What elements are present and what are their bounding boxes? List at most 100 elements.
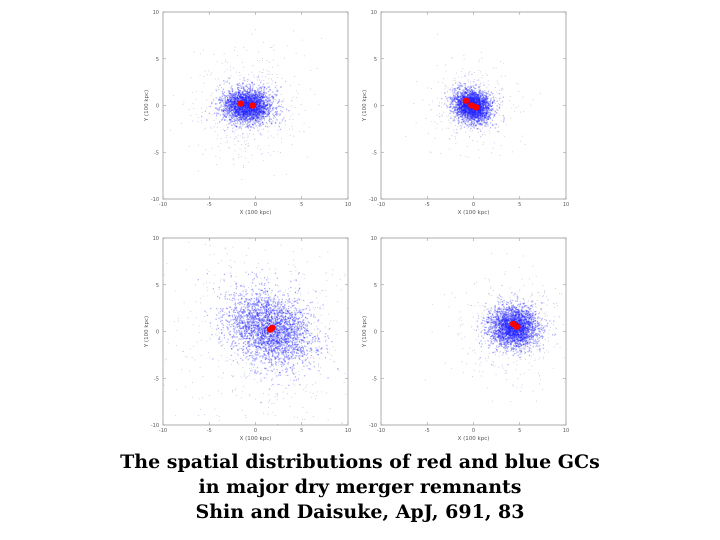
field-point	[484, 90, 486, 91]
blue-gc-point	[257, 106, 259, 108]
blue-gc-point	[260, 111, 262, 114]
field-point	[290, 84, 291, 86]
field-point	[279, 101, 281, 102]
blue-gc-point	[482, 120, 484, 122]
blue-gc-point	[477, 100, 479, 102]
blue-gc-point	[263, 96, 265, 99]
field-point	[489, 132, 491, 134]
blue-gc-point	[257, 110, 259, 113]
blue-gc-point	[236, 116, 238, 118]
blue-gc-point	[269, 121, 271, 123]
blue-gc-point	[475, 113, 477, 115]
blue-gc-point	[241, 98, 243, 100]
blue-gc-point	[244, 97, 247, 99]
blue-gc-point	[267, 102, 269, 105]
blue-gc-point	[253, 101, 255, 103]
field-point	[238, 140, 240, 142]
blue-gc-point	[245, 110, 247, 112]
field-point	[497, 82, 498, 84]
blue-gc-point	[263, 117, 265, 120]
blue-gc-point	[228, 100, 230, 103]
blue-gc-point	[463, 106, 466, 108]
blue-gc-point	[487, 106, 489, 109]
blue-gc-point	[237, 112, 239, 115]
blue-gc-point	[245, 101, 247, 103]
field-point	[261, 134, 263, 136]
blue-gc-point	[474, 119, 476, 122]
field-point	[295, 52, 297, 54]
blue-gc-point	[239, 96, 241, 98]
blue-gc-point	[240, 106, 243, 108]
blue-gc-point	[464, 108, 466, 110]
field-point	[450, 111, 452, 112]
field-point	[290, 115, 292, 117]
blue-gc-point	[477, 128, 479, 130]
blue-gc-point	[241, 114, 244, 117]
blue-gc-point	[462, 109, 464, 111]
blue-gc-point	[470, 117, 472, 119]
blue-gc-point	[256, 100, 258, 103]
blue-gc-point	[237, 120, 239, 122]
blue-gc-point	[475, 115, 477, 118]
blue-gc-point	[453, 96, 456, 98]
blue-gc-point	[471, 98, 473, 101]
blue-gc-point	[256, 100, 258, 103]
blue-gc-point	[244, 106, 246, 108]
blue-gc-point	[463, 106, 465, 108]
blue-gc-point	[457, 110, 459, 112]
blue-gc-point	[244, 115, 246, 117]
blue-gc-point	[243, 115, 245, 117]
blue-gc-point	[469, 111, 471, 113]
blue-gc-point	[239, 99, 241, 101]
blue-gc-point	[244, 98, 246, 100]
blue-gc-point	[211, 103, 213, 105]
field-point	[454, 104, 456, 106]
field-point	[479, 84, 481, 85]
field-point	[480, 136, 481, 138]
blue-gc-point	[249, 91, 251, 93]
blue-gc-point	[239, 109, 241, 111]
field-point	[277, 130, 279, 131]
blue-gc-point	[248, 103, 250, 105]
blue-gc-point	[254, 111, 256, 113]
field-point	[241, 129, 242, 131]
blue-gc-point	[255, 101, 257, 104]
blue-gc-point	[479, 101, 481, 103]
field-point	[240, 84, 241, 86]
blue-gc-point	[240, 95, 242, 98]
field-point	[216, 164, 218, 165]
field-point	[210, 126, 211, 128]
blue-gc-point	[254, 95, 257, 98]
blue-gc-point	[244, 107, 246, 109]
blue-gc-point	[464, 105, 466, 107]
blue-gc-point	[257, 112, 259, 114]
blue-gc-point	[493, 101, 495, 103]
field-point	[258, 114, 260, 116]
blue-gc-point	[487, 105, 489, 107]
blue-gc-point	[472, 111, 474, 113]
blue-gc-point	[232, 120, 234, 122]
blue-gc-point	[244, 110, 246, 112]
blue-gc-point	[475, 116, 477, 118]
blue-gc-point	[244, 113, 246, 115]
field-point	[218, 89, 220, 90]
blue-gc-point	[263, 106, 265, 108]
field-point	[254, 102, 256, 104]
blue-gc-point	[461, 106, 463, 108]
blue-gc-point	[241, 106, 243, 109]
blue-gc-point	[224, 101, 226, 103]
blue-gc-point	[228, 109, 230, 112]
blue-gc-point	[248, 96, 250, 98]
field-point	[444, 102, 445, 104]
blue-gc-point	[252, 97, 255, 99]
blue-gc-point	[243, 105, 246, 108]
blue-gc-point	[201, 115, 203, 118]
blue-gc-point	[248, 96, 250, 98]
blue-gc-point	[220, 99, 222, 101]
field-point	[267, 105, 269, 107]
blue-gc-point	[228, 101, 230, 103]
field-point	[453, 116, 455, 117]
field-point	[493, 115, 495, 117]
blue-gc-point	[248, 118, 250, 120]
blue-gc-point	[239, 111, 241, 113]
